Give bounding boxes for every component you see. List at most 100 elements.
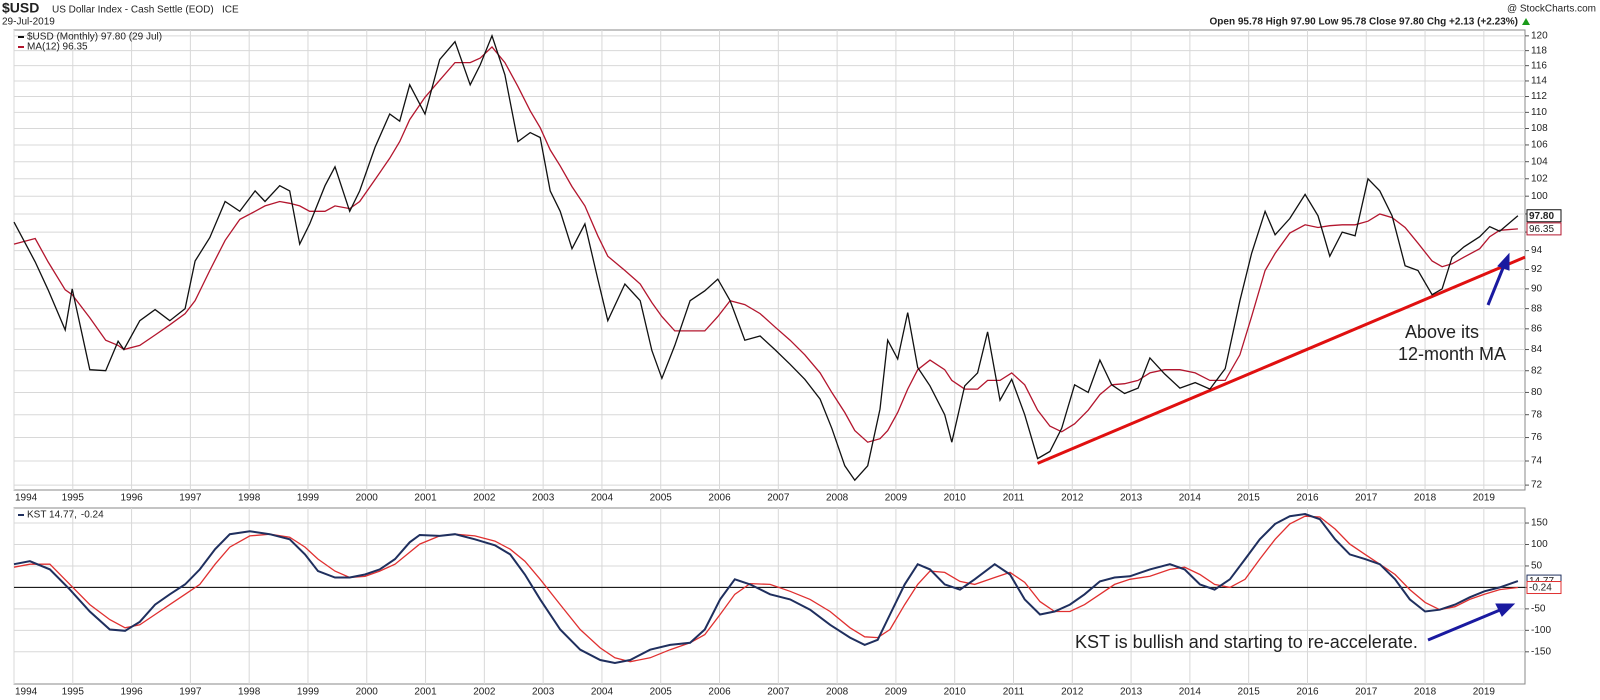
x-tick-label: 2010 <box>944 493 967 504</box>
x-tick-label: 2010 <box>944 687 967 698</box>
series-line <box>13 512 1519 665</box>
x-tick-label: 2001 <box>414 493 437 504</box>
x-tick-label: 2008 <box>826 493 849 504</box>
x-tick-label: 2008 <box>826 687 849 698</box>
series-line <box>13 45 1518 443</box>
y-tick-label: 76 <box>1531 432 1543 443</box>
y-tick-label: -150 <box>1531 646 1551 657</box>
value-box <box>1526 581 1562 595</box>
x-tick-label: 2000 <box>356 687 379 698</box>
annotation: KST is bullish and starting to re-accele… <box>1075 632 1418 652</box>
y-tick-label: 116 <box>1531 60 1547 71</box>
value-label: 97.80 <box>1529 211 1554 222</box>
y-tick-label: 78 <box>1531 409 1543 420</box>
arrows <box>1427 252 1516 642</box>
series-line <box>13 33 1519 482</box>
x-tick-label: 2014 <box>1179 687 1202 698</box>
x-tick-label: 2000 <box>356 493 379 504</box>
arrow-head <box>1497 252 1510 271</box>
y-tick-label: -100 <box>1531 625 1551 636</box>
annotation: 12-month MA <box>1398 344 1506 364</box>
x-tick-label: 2009 <box>885 687 908 698</box>
y-tick-label: 72 <box>1531 480 1543 491</box>
y-tick-label: 82 <box>1531 365 1543 376</box>
x-tick-label: 2013 <box>1120 493 1143 504</box>
x-tick-label: 2007 <box>767 687 790 698</box>
x-tick-label: 2014 <box>1179 493 1202 504</box>
x-tick-label: 2017 <box>1355 493 1378 504</box>
legend-label: MA(12) 96.35 <box>27 42 88 53</box>
x-tick-label: 1996 <box>120 687 143 698</box>
value-box <box>1526 222 1562 236</box>
y-tick-label: 74 <box>1531 456 1543 467</box>
x-tick-label: 2007 <box>767 493 790 504</box>
arrow-head <box>1495 603 1516 617</box>
x-tick-label: 2012 <box>1061 493 1084 504</box>
x-tick-label: 1998 <box>238 493 261 504</box>
y-tick-label: 80 <box>1531 387 1543 398</box>
y-tick-label: 84 <box>1531 344 1543 355</box>
arrow <box>1427 608 1501 642</box>
plot-area <box>13 507 1526 685</box>
y-tick-label: 100 <box>1531 539 1548 550</box>
x-tick-label: 2015 <box>1238 687 1261 698</box>
y-tick-label: 108 <box>1531 123 1548 134</box>
x-tick-label: 2001 <box>414 687 437 698</box>
plot-area <box>13 29 1526 491</box>
x-tick-label: 1996 <box>120 493 143 504</box>
x-tick-label: 2012 <box>1061 687 1084 698</box>
exchange: ICE <box>222 5 239 16</box>
y-tick-label: 114 <box>1531 76 1547 87</box>
value-label: 96.35 <box>1529 224 1554 235</box>
y-tick-label: 106 <box>1531 140 1548 151</box>
y-tick-label: 112 <box>1531 91 1547 102</box>
y-tick-label: 90 <box>1531 283 1543 294</box>
x-tick-label: 2019 <box>1473 493 1496 504</box>
x-tick-label: 2006 <box>708 493 731 504</box>
x-tick-label: 2017 <box>1355 687 1378 698</box>
x-tick-label: 2004 <box>591 493 614 504</box>
annotation: Above its <box>1405 322 1479 342</box>
x-tick-label: 1999 <box>297 687 320 698</box>
x-tick-label: 2011 <box>1003 493 1025 504</box>
y-tick-label: 104 <box>1531 156 1548 167</box>
value-label: -0.24 <box>1529 583 1552 594</box>
y-tick-label: 110 <box>1531 107 1547 118</box>
x-tick-label: 1998 <box>238 687 261 698</box>
y-tick-label: 100 <box>1531 191 1548 202</box>
legend-label: $USD (Monthly) 97.80 (29 Jul) <box>27 32 162 43</box>
x-tick-label: 2013 <box>1120 687 1143 698</box>
x-tick-label: 1994 <box>15 493 38 504</box>
x-tick-label: 2002 <box>473 687 496 698</box>
x-tick-label: 2016 <box>1296 687 1319 698</box>
x-tick-label: 2009 <box>885 493 908 504</box>
up-triangle <box>1522 18 1530 25</box>
x-tick-label: 2015 <box>1238 493 1261 504</box>
date: 29-Jul-2019 <box>2 17 55 28</box>
x-tick-label: 2005 <box>650 493 673 504</box>
y-tick-label: 50 <box>1531 561 1543 572</box>
x-tick-label: 1999 <box>297 493 320 504</box>
x-tick-label: 2019 <box>1473 687 1496 698</box>
y-tick-label: -50 <box>1531 604 1546 615</box>
x-tick-label: 2002 <box>473 493 496 504</box>
legend-label: KST 14.77, <box>27 510 77 521</box>
x-tick-label: 2005 <box>650 687 673 698</box>
y-tick-label: 150 <box>1531 518 1548 529</box>
x-tick-label: 1997 <box>179 493 202 504</box>
x-tick-label: 1994 <box>15 687 38 698</box>
chart-subtitle: US Dollar Index - Cash Settle (EOD) <box>52 5 214 16</box>
y-tick-label: 92 <box>1531 264 1543 275</box>
x-tick-label: 2004 <box>591 687 614 698</box>
legend-label: -0.24 <box>81 510 104 521</box>
x-tick-label: 1995 <box>62 687 85 698</box>
arrow <box>1486 267 1505 306</box>
quote: Open 95.78 High 97.90 Low 95.78 Close 97… <box>1210 17 1518 28</box>
x-tick-label: 2003 <box>532 493 555 504</box>
x-tick-label: 1997 <box>179 687 202 698</box>
trendline <box>1037 255 1526 465</box>
x-tick-label: 2003 <box>532 687 555 698</box>
series-line <box>13 515 1518 663</box>
chart-title: $USD <box>2 0 39 16</box>
